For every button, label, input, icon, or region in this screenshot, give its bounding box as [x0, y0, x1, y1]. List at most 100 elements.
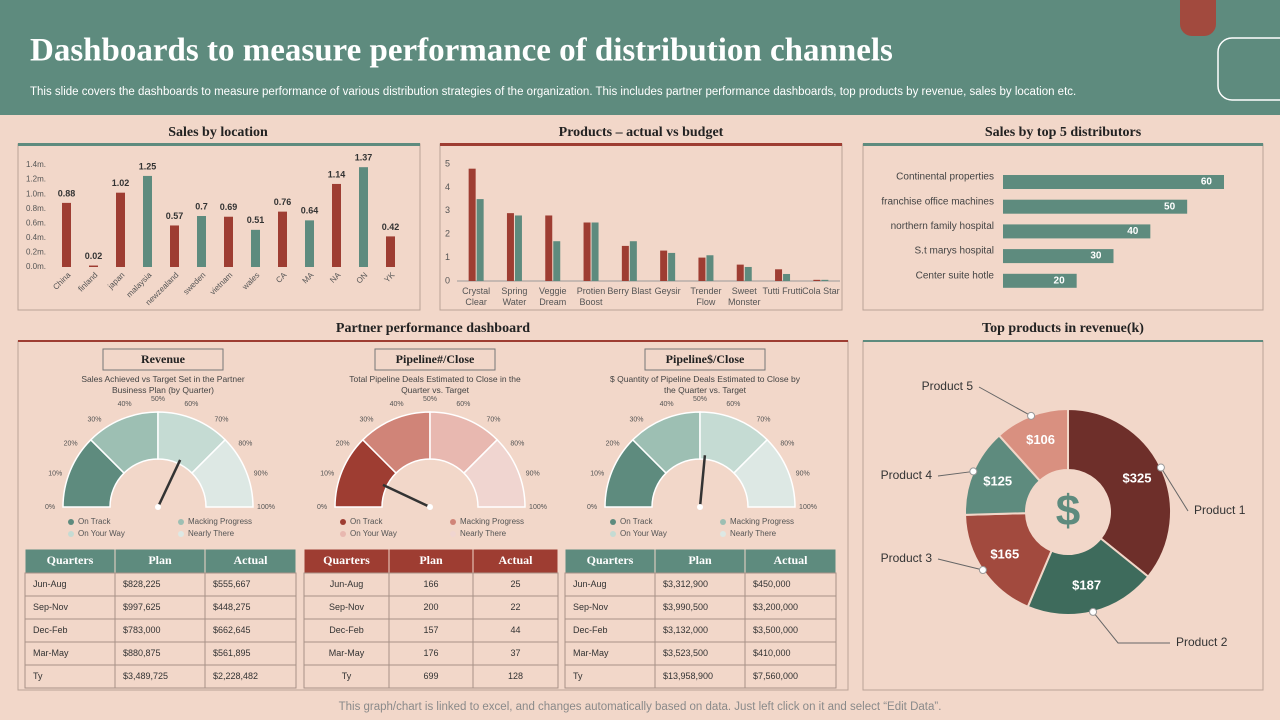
donut-center: [1029, 473, 1107, 551]
table-cell-text: $3,489,725: [123, 671, 168, 681]
page-title: Dashboards to measure performance of dis…: [30, 33, 893, 69]
x-tick-label-box: Protien Boost: [577, 286, 606, 307]
table-cell-text: $3,990,500: [663, 602, 708, 612]
callout-dot: [1089, 607, 1098, 616]
legend-dot: [450, 531, 456, 537]
value-label: 0.88: [58, 188, 76, 198]
gauge-tick-label: 40%: [118, 401, 132, 408]
panel-border: [18, 143, 420, 146]
bar: [62, 202, 71, 267]
callout-line: [978, 386, 1032, 417]
bar: [514, 215, 522, 281]
table-cell-text: 176: [423, 648, 438, 658]
panel-border: [863, 143, 1263, 146]
gauge-tick-label: 50%: [423, 396, 437, 403]
chart-title: Products – actual vs budget: [559, 125, 724, 140]
table-cell-text: $997,625: [123, 602, 161, 612]
table-cell-text: Dec-Feb: [329, 625, 364, 635]
table-cell-text: $3,200,000: [753, 602, 798, 612]
donut-slice: [964, 512, 1053, 609]
legend-dot: [340, 531, 346, 537]
bar: [744, 266, 752, 281]
table-header: Plan: [419, 553, 443, 567]
gauge-tick-label: 90%: [796, 470, 810, 477]
legend-dot: [720, 519, 726, 525]
table-cell-text: 44: [510, 625, 520, 635]
legend-dot: [720, 531, 726, 537]
table-cell-text: 128: [508, 671, 523, 681]
x-tick-label: sweden: [182, 271, 208, 297]
gauge-title: Revenue: [141, 352, 186, 366]
bar: [1003, 273, 1077, 288]
category-label: S.t marys hospital: [915, 246, 994, 257]
legend-label: Product 2: [1176, 635, 1228, 649]
bar: [775, 269, 783, 281]
value-label: 0.64: [301, 206, 319, 216]
table-header: Plan: [148, 553, 172, 567]
gauge-tick-label: 10%: [48, 470, 62, 477]
table-cell-text: Mar-May: [329, 648, 365, 658]
table-cell-text: 25: [510, 579, 520, 589]
value-label: 20: [1054, 275, 1066, 286]
value-label: 40: [1127, 226, 1139, 237]
table-header: Quarters: [323, 553, 370, 567]
bar: [783, 273, 791, 281]
table-header-cell: [564, 548, 656, 574]
table-cell-text: $555,667: [213, 579, 251, 589]
table-cell-text: 699: [423, 671, 438, 681]
needle-hub: [155, 504, 161, 510]
bar: [506, 213, 514, 281]
legend-label: On Your Way: [78, 529, 125, 538]
gauge-tick-label: 20%: [336, 440, 350, 447]
table-cell-text: Jun-Aug: [573, 579, 607, 589]
donut-slice: [1026, 536, 1150, 616]
gauge-tick-label: 80%: [780, 440, 794, 447]
gauge-tick-label: 20%: [64, 440, 78, 447]
gauge-description-box: $ Quantity of Pipeline Deals Estimated t…: [610, 374, 800, 395]
gauge-segment: [732, 438, 796, 508]
corner-decoration: [1180, 0, 1216, 36]
table-header-cell: [204, 548, 297, 574]
x-tick-label: ON: [355, 270, 370, 285]
x-tick-label-box: Cola Star: [802, 286, 840, 296]
table-cell: [472, 664, 559, 689]
bar: [813, 279, 821, 281]
bar: [629, 241, 637, 281]
table-cell-text: Ty: [33, 671, 43, 681]
table-cell-text: $2,228,482: [213, 671, 258, 681]
gauge-tick-label: 90%: [254, 470, 268, 477]
x-tick-label: Berry Blast: [607, 286, 652, 296]
bar: [278, 211, 287, 267]
bar: [224, 216, 233, 267]
legend-label: On Your Way: [620, 529, 667, 538]
legend-label: Macking Progress: [460, 517, 524, 526]
table-header: Quarters: [47, 553, 94, 567]
bar: [698, 257, 706, 281]
value-label: $106: [1026, 432, 1055, 447]
legend-label: On Track: [78, 517, 111, 526]
table-header: Plan: [688, 553, 712, 567]
value-label: 30: [1090, 251, 1102, 262]
legend-label: Product 3: [881, 551, 933, 565]
category-label: northern family hospital: [891, 221, 994, 232]
gauge-tick-label: 50%: [151, 396, 165, 403]
gauge-tick-label: 90%: [526, 470, 540, 477]
gauge-tick-label: 30%: [88, 416, 102, 423]
y-tick-label: 0: [445, 275, 450, 285]
bar: [736, 264, 744, 281]
x-tick-label: Sweet Monster: [727, 286, 761, 307]
x-tick-label: NA: [328, 270, 343, 285]
table-cell-text: $3,132,000: [663, 625, 708, 635]
table-cell-text: $783,000: [123, 625, 161, 635]
callout-dot: [978, 566, 987, 575]
gauge-tick-label: 70%: [756, 416, 770, 423]
legend-label: Macking Progress: [730, 517, 794, 526]
x-tick-label-box: Spring Water: [501, 286, 527, 307]
category-label: Center suite hotle: [916, 270, 995, 281]
callout-line: [937, 470, 974, 477]
bar: [143, 175, 152, 267]
y-tick-label: 1.0m.: [26, 189, 46, 198]
legend-label: Macking Progress: [188, 517, 252, 526]
y-tick-label: 1.4m.: [26, 160, 46, 169]
gauge-tick-label: 60%: [184, 401, 198, 408]
